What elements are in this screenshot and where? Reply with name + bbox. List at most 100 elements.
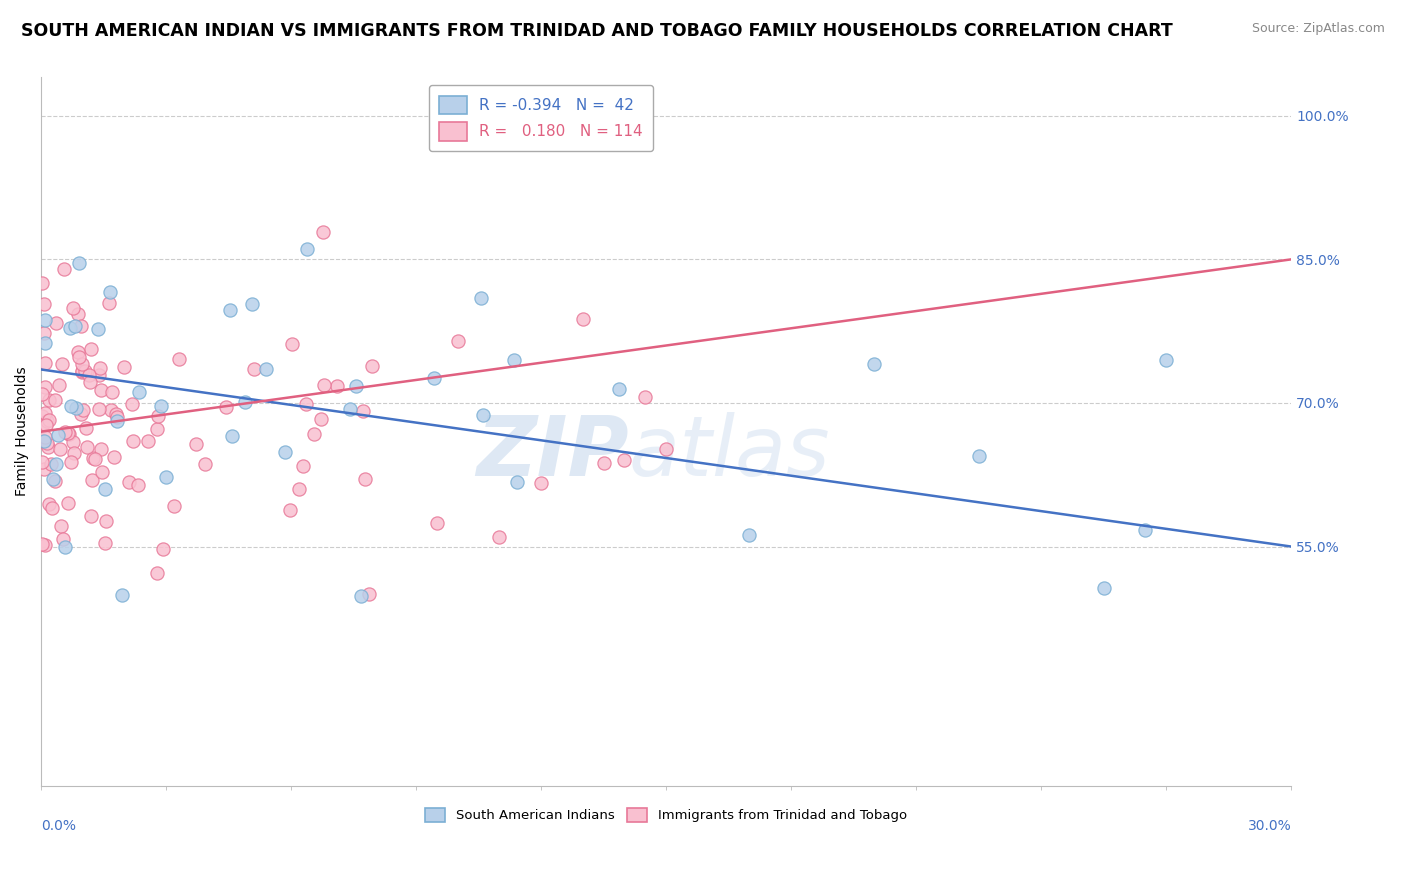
Point: [146, 566, 169, 580]
Point: [38, 497, 60, 511]
Point: [278, 503, 301, 517]
Point: [49, 442, 72, 457]
Point: [59, 455, 82, 469]
Text: SOUTH AMERICAN INDIAN VS IMMIGRANTS FROM TRINIDAD AND TOBAGO FAMILY HOUSEHOLDS C: SOUTH AMERICAN INDIAN VS IMMIGRANTS FROM…: [21, 22, 1173, 40]
Point: [233, 395, 256, 409]
Point: [39, 457, 62, 471]
Point: [51, 357, 73, 371]
Point: [53, 425, 76, 439]
Point: [89, 360, 111, 375]
Point: [44, 474, 66, 488]
Point: [86, 322, 108, 336]
Point: [32, 297, 55, 311]
Point: [357, 587, 380, 601]
Point: [65, 401, 87, 415]
Point: [613, 453, 636, 467]
Point: [243, 361, 266, 376]
Point: [94, 483, 117, 497]
Point: [967, 449, 990, 463]
Point: [287, 483, 309, 497]
Point: [31, 537, 53, 551]
Point: [79, 368, 101, 382]
Point: [45, 316, 67, 330]
Point: [69, 318, 91, 333]
Legend: South American Indians, Immigrants from Trinidad and Tobago: South American Indians, Immigrants from …: [419, 802, 914, 829]
Point: [48, 378, 70, 392]
Point: [122, 434, 145, 448]
Point: [90, 383, 112, 397]
Point: [70, 364, 93, 378]
Point: [1156, 352, 1178, 367]
Point: [506, 475, 529, 489]
Point: [34, 312, 56, 326]
Point: [1092, 581, 1115, 595]
Point: [53, 262, 76, 277]
Point: [295, 242, 318, 256]
Point: [738, 528, 761, 542]
Point: [634, 391, 657, 405]
Point: [67, 350, 90, 364]
Point: [34, 461, 56, 475]
Point: [352, 403, 374, 417]
Point: [295, 397, 318, 411]
Point: [70, 365, 93, 379]
Point: [37, 414, 59, 428]
Point: [103, 450, 125, 464]
Point: [56, 426, 79, 441]
Point: [470, 291, 492, 305]
Point: [426, 516, 449, 530]
Point: [59, 320, 82, 334]
Point: [31, 277, 53, 291]
Point: [82, 473, 104, 487]
Point: [311, 225, 333, 239]
Point: [66, 345, 89, 359]
Point: [79, 376, 101, 390]
Point: [423, 371, 446, 385]
Point: [31, 416, 53, 430]
Text: 30.0%: 30.0%: [1247, 820, 1291, 833]
Point: [280, 337, 302, 351]
Point: [79, 342, 101, 356]
Point: [105, 409, 128, 424]
Point: [69, 256, 91, 270]
Point: [59, 399, 82, 413]
Point: [291, 459, 314, 474]
Point: [53, 540, 76, 554]
Point: [607, 382, 630, 396]
Point: [80, 509, 103, 524]
Point: [1135, 524, 1157, 538]
Point: [186, 437, 208, 451]
Point: [34, 380, 56, 394]
Text: atlas: atlas: [628, 412, 830, 493]
Point: [31, 455, 53, 469]
Point: [58, 426, 80, 441]
Point: [69, 407, 91, 421]
Point: [344, 379, 367, 393]
Point: [571, 311, 593, 326]
Point: [152, 542, 174, 557]
Point: [530, 475, 553, 490]
Point: [128, 385, 150, 400]
Point: [52, 532, 75, 546]
Point: [309, 411, 332, 425]
Point: [155, 470, 177, 484]
Point: [339, 401, 361, 416]
Point: [105, 414, 128, 428]
Point: [104, 407, 127, 421]
Point: [35, 417, 58, 432]
Point: [254, 361, 277, 376]
Point: [44, 393, 66, 408]
Point: [221, 429, 243, 443]
Point: [111, 588, 134, 602]
Point: [112, 359, 135, 374]
Point: [65, 319, 87, 334]
Point: [146, 409, 169, 424]
Point: [87, 402, 110, 417]
Point: [31, 419, 53, 434]
Point: [592, 456, 614, 470]
Point: [94, 536, 117, 550]
Point: [90, 442, 112, 456]
Point: [97, 295, 120, 310]
Point: [41, 500, 63, 515]
Point: [31, 434, 53, 448]
